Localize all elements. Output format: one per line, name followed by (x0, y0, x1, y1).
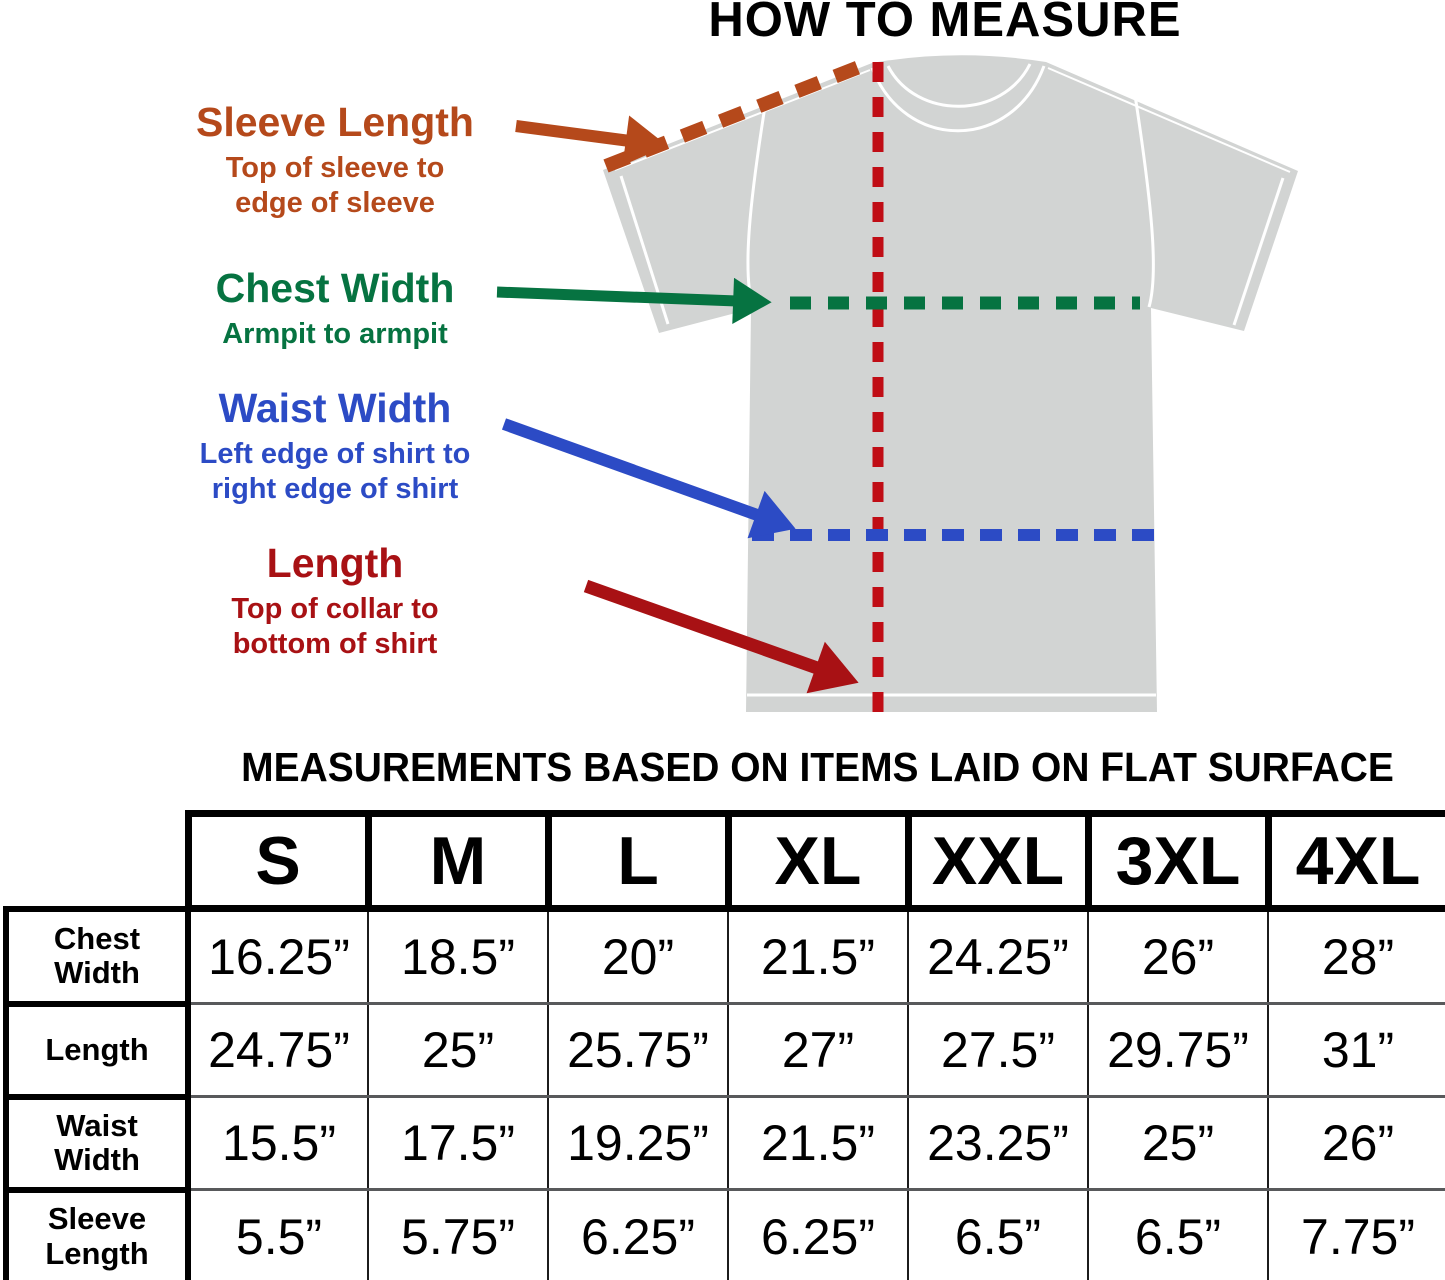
measurement-cell: 21.5” (727, 907, 909, 1005)
waist-width-arrow (501, 418, 796, 539)
measurement-cell: 6.25” (727, 1188, 909, 1280)
measurement-cell: 24.25” (907, 907, 1089, 1005)
row-label-waist-width: Waist Width (3, 1093, 191, 1193)
length-description: Top of collar to bottom of shirt (231, 593, 439, 661)
measurement-cell: 15.5” (187, 1095, 369, 1191)
chest-width-label: Chest Width (215, 265, 455, 311)
measurement-cell: 31” (1267, 1002, 1445, 1098)
measurement-cell: 6.5” (1087, 1188, 1269, 1280)
size-col-header-s: S (184, 810, 372, 912)
waist-width-description: Left edge of shirt to right edge of shir… (199, 438, 471, 506)
size-col-header-m: M (364, 810, 552, 912)
size-col-header-xxl: XXL (904, 810, 1092, 912)
measurement-cell: 29.75” (1087, 1002, 1269, 1098)
annotation-chest-width: Chest Width Armpit to armpit (135, 265, 535, 352)
measurement-cell: 25” (367, 1002, 549, 1098)
table-row-sleeve-length: Sleeve Length 5.5” 5.75” 6.25” 6.25” 6.5… (3, 1186, 1445, 1280)
measurement-cell: 5.5” (187, 1188, 369, 1280)
table-row-length: Length 24.75” 25” 25.75” 27” 27.5” 29.75… (3, 1000, 1445, 1100)
measurement-cell: 20” (547, 907, 729, 1005)
measurement-cell: 24.75” (187, 1002, 369, 1098)
measurement-cell: 19.25” (547, 1095, 729, 1191)
row-label-sleeve-length: Sleeve Length (3, 1186, 191, 1280)
size-col-header-xl: XL (724, 810, 912, 912)
size-col-header-l: L (544, 810, 732, 912)
measurement-cell: 26” (1267, 1095, 1445, 1191)
annotation-waist-width: Waist Width Left edge of shirt to right … (135, 385, 535, 508)
measurement-cell: 28” (1267, 907, 1445, 1005)
measurement-cell: 25.75” (547, 1002, 729, 1098)
waist-width-label: Waist Width (218, 385, 452, 431)
measurement-cell: 27” (727, 1002, 909, 1098)
measurement-cell: 16.25” (187, 907, 369, 1005)
table-heading: MEASUREMENTS BASED ON ITEMS LAID ON FLAT… (241, 744, 1394, 790)
measurement-cell: 6.5” (907, 1188, 1089, 1280)
table-row-chest-width: Chest Width 16.25” 18.5” 20” 21.5” 24.25… (3, 905, 1445, 1007)
sleeve-length-label: Sleeve Length (196, 99, 474, 145)
size-header-row: S M L XL XXL 3XL 4XL (6, 810, 1445, 912)
measurement-cell: 26” (1087, 907, 1269, 1005)
measurement-cell: 17.5” (367, 1095, 549, 1191)
measurement-cell: 27.5” (907, 1002, 1089, 1098)
sleeve-length-arrow (515, 115, 668, 166)
measurement-cell: 21.5” (727, 1095, 909, 1191)
length-label: Length (266, 540, 404, 586)
measurement-cell: 18.5” (367, 907, 549, 1005)
length-arrow (583, 579, 859, 694)
measurement-cell: 23.25” (907, 1095, 1089, 1191)
table-row-waist-width: Waist Width 15.5” 17.5” 19.25” 21.5” 23.… (3, 1093, 1445, 1193)
row-label-length: Length (3, 1000, 191, 1100)
row-label-chest-width: Chest Width (3, 905, 191, 1007)
annotation-length: Length Top of collar to bottom of shirt (135, 540, 535, 663)
tshirt-measurement-diagram (496, 55, 1298, 712)
size-col-header-4xl: 4XL (1264, 810, 1445, 912)
size-col-header-3xl: 3XL (1084, 810, 1272, 912)
size-table: S M L XL XXL 3XL 4XL Chest Width 16.25” … (3, 810, 1445, 1280)
measurement-cell: 6.25” (547, 1188, 729, 1280)
measurement-cell: 25” (1087, 1095, 1269, 1191)
table-corner-cell (6, 814, 188, 909)
chest-width-description: Armpit to armpit (222, 318, 448, 351)
page-title: HOW TO MEASURE (708, 0, 1182, 47)
sleeve-length-description: Top of sleeve to edge of sleeve (225, 152, 445, 220)
tshirt-body (603, 55, 1298, 712)
annotation-sleeve-length: Sleeve Length Top of sleeve to edge of s… (135, 99, 535, 222)
measurement-cell: 5.75” (367, 1188, 549, 1280)
chest-width-arrow (496, 277, 772, 324)
measurement-cell: 7.75” (1267, 1188, 1445, 1280)
